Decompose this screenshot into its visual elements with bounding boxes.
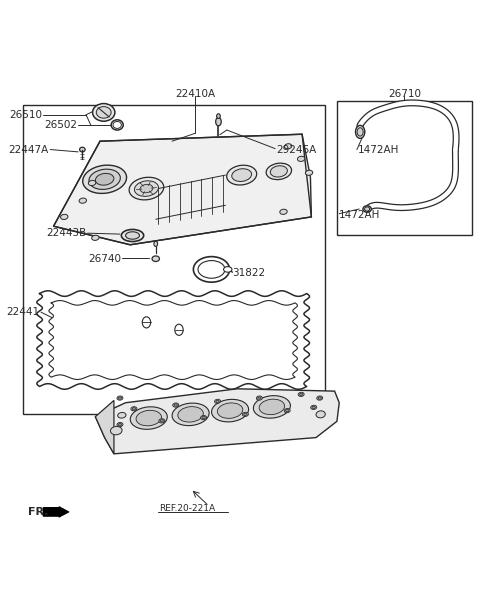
Ellipse shape (178, 407, 204, 422)
Ellipse shape (119, 423, 121, 426)
Ellipse shape (60, 215, 68, 220)
Ellipse shape (117, 423, 123, 427)
Ellipse shape (117, 396, 123, 400)
Bar (24, 105, 325, 415)
Ellipse shape (232, 169, 252, 181)
Ellipse shape (298, 156, 305, 161)
Bar (337, 101, 472, 236)
Ellipse shape (110, 426, 122, 435)
Ellipse shape (224, 267, 232, 272)
Text: 26740: 26740 (88, 254, 121, 264)
Ellipse shape (217, 403, 243, 418)
Ellipse shape (270, 165, 288, 177)
Ellipse shape (130, 407, 168, 429)
Ellipse shape (253, 395, 290, 418)
Ellipse shape (174, 404, 177, 407)
Ellipse shape (92, 235, 99, 240)
Ellipse shape (154, 241, 157, 247)
Text: 1472AH: 1472AH (358, 145, 399, 154)
Ellipse shape (280, 209, 287, 215)
Text: 26710: 26710 (388, 89, 421, 99)
Text: 29246A: 29246A (276, 145, 317, 154)
Ellipse shape (305, 170, 313, 175)
Ellipse shape (129, 177, 164, 200)
Ellipse shape (227, 165, 257, 185)
Ellipse shape (142, 317, 151, 328)
Ellipse shape (215, 399, 220, 403)
Ellipse shape (216, 114, 220, 119)
Ellipse shape (160, 419, 163, 422)
Ellipse shape (172, 403, 209, 426)
Ellipse shape (175, 324, 183, 335)
Ellipse shape (93, 103, 115, 121)
Ellipse shape (316, 411, 325, 418)
Ellipse shape (131, 407, 137, 411)
Text: 26502: 26502 (44, 120, 77, 130)
Ellipse shape (132, 408, 135, 410)
Ellipse shape (258, 397, 261, 399)
Ellipse shape (193, 256, 229, 282)
Text: 22447A: 22447A (9, 145, 49, 154)
Ellipse shape (318, 397, 321, 399)
Ellipse shape (201, 416, 206, 419)
Ellipse shape (266, 163, 291, 180)
Ellipse shape (216, 117, 221, 126)
Ellipse shape (88, 180, 96, 186)
Ellipse shape (284, 408, 290, 413)
Ellipse shape (216, 400, 219, 402)
Text: 31822: 31822 (232, 268, 265, 277)
Ellipse shape (212, 399, 249, 422)
Ellipse shape (242, 412, 249, 416)
Ellipse shape (121, 229, 144, 242)
Ellipse shape (298, 392, 304, 397)
Text: FR.: FR. (28, 507, 48, 517)
Ellipse shape (118, 413, 126, 418)
Text: 22443B: 22443B (46, 228, 86, 238)
Ellipse shape (312, 407, 315, 408)
Text: 1472AH: 1472AH (339, 210, 381, 220)
Ellipse shape (317, 396, 323, 400)
Ellipse shape (363, 206, 372, 212)
Ellipse shape (140, 184, 153, 193)
Ellipse shape (89, 169, 120, 189)
Ellipse shape (134, 181, 158, 196)
Ellipse shape (256, 396, 263, 400)
Polygon shape (54, 134, 312, 245)
Ellipse shape (173, 403, 179, 407)
Ellipse shape (300, 393, 303, 395)
Polygon shape (96, 389, 339, 454)
Ellipse shape (80, 147, 85, 152)
Ellipse shape (357, 128, 363, 136)
Ellipse shape (126, 232, 140, 239)
Ellipse shape (202, 416, 205, 419)
Polygon shape (96, 400, 114, 454)
Ellipse shape (159, 419, 165, 423)
Ellipse shape (83, 165, 127, 194)
Ellipse shape (356, 125, 365, 138)
Ellipse shape (259, 399, 285, 415)
Ellipse shape (96, 106, 111, 118)
Text: 22441: 22441 (6, 307, 40, 317)
Ellipse shape (96, 173, 114, 185)
Ellipse shape (136, 410, 161, 426)
FancyArrow shape (43, 507, 68, 517)
Ellipse shape (286, 410, 289, 412)
Ellipse shape (311, 405, 317, 410)
Ellipse shape (365, 207, 370, 211)
Ellipse shape (152, 256, 159, 261)
Text: 26510: 26510 (9, 109, 42, 120)
Text: REF.20-221A: REF.20-221A (159, 504, 215, 513)
Ellipse shape (285, 144, 292, 149)
Text: 22410A: 22410A (175, 89, 216, 99)
Ellipse shape (244, 413, 247, 416)
Ellipse shape (119, 397, 121, 399)
Ellipse shape (79, 198, 86, 203)
